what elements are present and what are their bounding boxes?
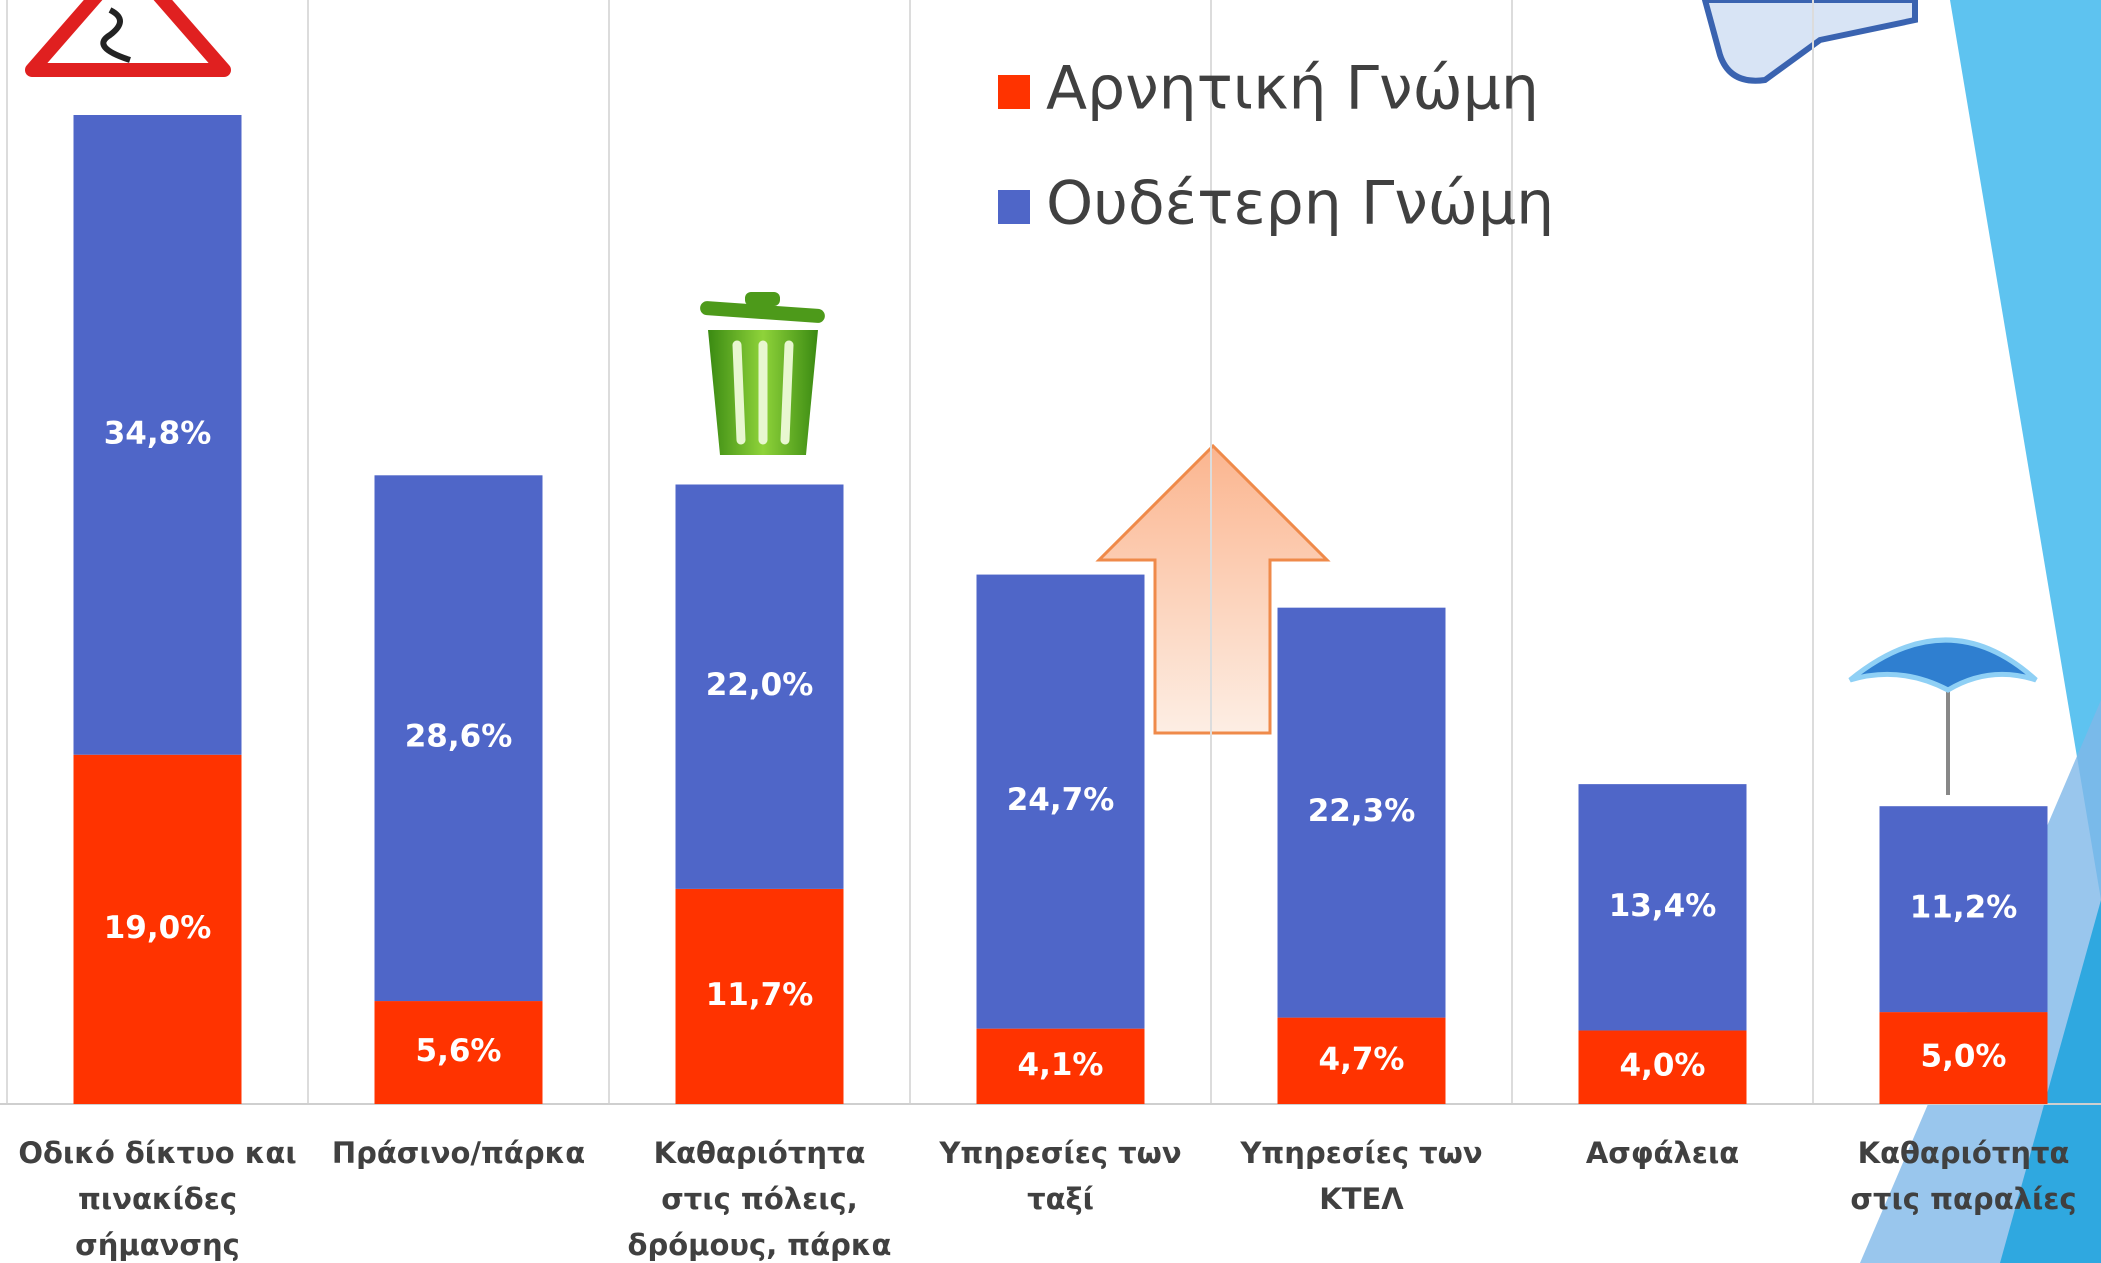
legend-label: Αρνητική Γνώμη bbox=[1046, 54, 1539, 124]
value-label: 22,3% bbox=[1308, 793, 1416, 829]
value-label: 34,8% bbox=[104, 415, 212, 451]
legend-swatch bbox=[998, 190, 1030, 224]
value-label: 11,2% bbox=[1910, 890, 2018, 926]
legend: Αρνητική Γνώμη Ουδέτερη Γνώμη bbox=[998, 54, 1554, 239]
category-label: Πράσινο/πάρκα bbox=[314, 1130, 604, 1176]
slide: 19,0% 34,8% 5,6% 28,6% 11,7% 22,0% 4,1% 24,7% 4,… bbox=[0, 0, 2101, 1263]
category-label: Καθαριότητα στις πόλεις, δρόμους, πάρκα bbox=[615, 1130, 905, 1263]
umbrella-icon bbox=[1850, 640, 2036, 690]
value-label: 5,6% bbox=[416, 1033, 502, 1069]
chart: 19,0% 34,8% 5,6% 28,6% 11,7% 22,0% 4,1% 24,7% 4,… bbox=[0, 0, 2101, 1263]
category-label: Καθαριότητα στις παραλίες bbox=[1819, 1130, 2101, 1222]
legend-label: Ουδέτερη Γνώμη bbox=[1046, 169, 1554, 239]
value-label: 22,0% bbox=[706, 667, 814, 703]
category-label: Υπηρεσίες των ΚΤΕΛ bbox=[1217, 1130, 1507, 1222]
value-label: 5,0% bbox=[1921, 1039, 2007, 1075]
trash-icon bbox=[745, 292, 780, 306]
value-label: 28,6% bbox=[405, 719, 513, 755]
value-label: 4,1% bbox=[1018, 1047, 1104, 1083]
value-label: 11,7% bbox=[706, 977, 814, 1013]
value-label: 4,7% bbox=[1319, 1041, 1405, 1077]
value-label: 24,7% bbox=[1007, 782, 1115, 818]
value-label: 4,0% bbox=[1620, 1048, 1706, 1084]
value-label: 19,0% bbox=[104, 910, 212, 946]
bars: 19,0% 34,8% 5,6% 28,6% 11,7% 22,0% 4,1% 24,7% 4,… bbox=[74, 115, 2048, 1104]
category-label: Οδικό δίκτυο και πινακίδες σήμανσης bbox=[13, 1130, 303, 1263]
value-label: 13,4% bbox=[1609, 888, 1717, 924]
category-label: Υπηρεσίες των ταξί bbox=[916, 1130, 1206, 1222]
category-label: Ασφάλεια bbox=[1518, 1130, 1808, 1176]
thumbs-down-icon bbox=[1705, 0, 1915, 81]
legend-swatch bbox=[998, 75, 1030, 109]
